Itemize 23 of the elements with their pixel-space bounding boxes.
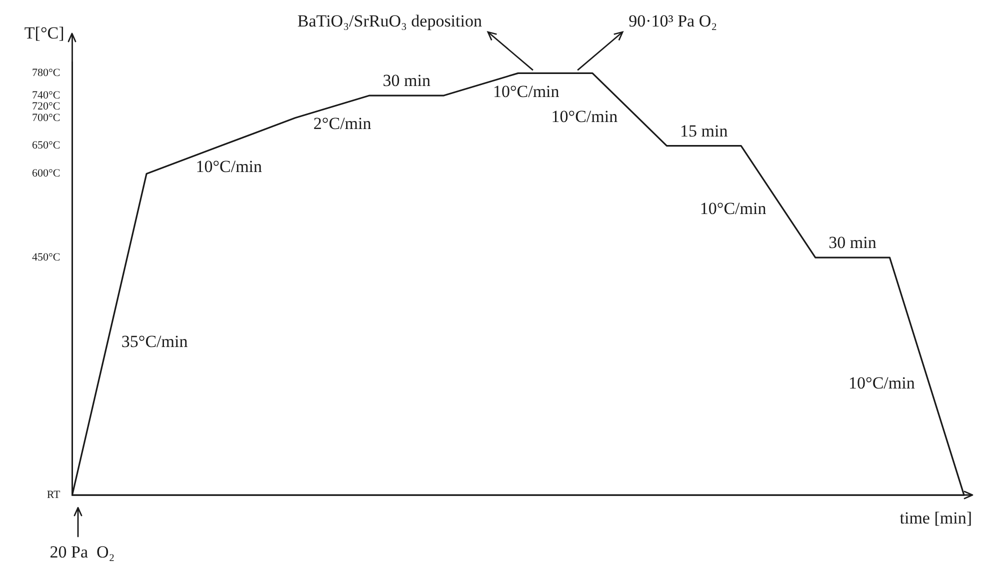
y-tick-label: 700°C [32, 112, 60, 124]
annotation: 15 min [680, 121, 728, 140]
annotation: 10°C/min [492, 82, 560, 101]
y-tick-label: 600°C [32, 168, 60, 180]
annotation: 30 min [828, 233, 877, 252]
y-tick-label: RT [46, 488, 61, 501]
y-tick-label: 780°C [32, 67, 60, 80]
y-tick-label: 450°C [32, 251, 60, 264]
annotation: 35°C/min [121, 332, 188, 351]
text: BaTiO₃/SrRuO₃ deposition [297, 11, 482, 30]
annotation: 10°C/min [848, 374, 916, 393]
x-axis-title: time [min] [900, 508, 972, 528]
text: 20 Pa O₂ [50, 542, 115, 562]
y-tick-label: 650°C [32, 140, 60, 152]
text: 90·10³ Pa O₂ [628, 11, 718, 30]
y-axis-title: T[°C] [24, 23, 64, 42]
annotation: 2°C/min [313, 114, 372, 134]
annotation: 10°C/min [551, 106, 618, 126]
annotation: 10°C/min [196, 157, 263, 176]
y-tick-label: 740°C [32, 89, 60, 102]
annotation: 10°C/min [700, 199, 767, 218]
annotation: 30 min [382, 70, 431, 90]
y-tick-label: 720°C [32, 100, 60, 113]
